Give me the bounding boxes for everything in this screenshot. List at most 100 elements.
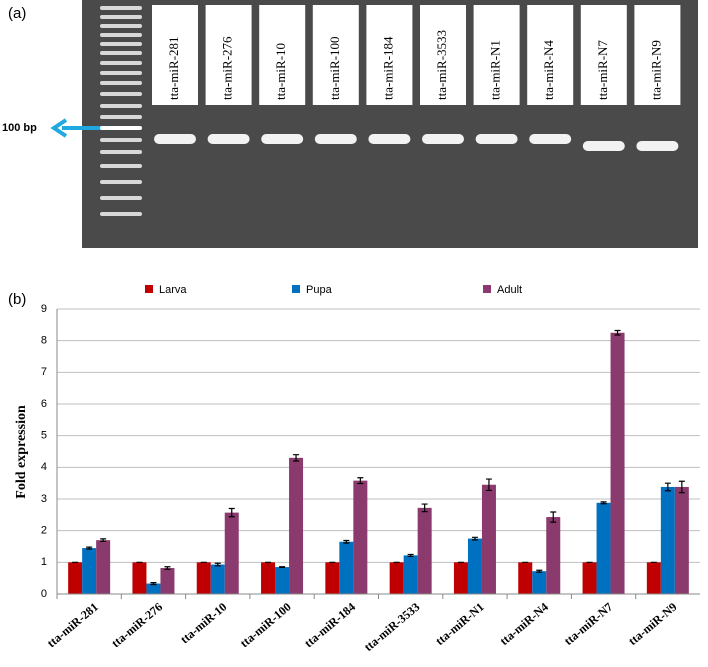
ladder-band (100, 15, 142, 19)
ladder-band (100, 61, 142, 65)
error-bar (150, 582, 157, 586)
error-bar (228, 507, 235, 518)
lane-label: tta-miR-N9 (648, 40, 663, 100)
x-tick-label: tta-miR-N4 (497, 600, 551, 648)
error-bar (600, 501, 607, 505)
legend-swatch (292, 285, 300, 293)
error-bar (100, 538, 107, 543)
bar (481, 484, 496, 594)
ladder-band (100, 164, 142, 168)
gel-band (475, 134, 518, 144)
x-tick-label: tta-miR-100 (237, 600, 293, 651)
ladder-band (100, 104, 142, 108)
ladder-band (100, 51, 142, 55)
lane-label-box (312, 5, 359, 105)
error-bar (407, 553, 414, 557)
legend-label: Larva (159, 284, 187, 296)
y-tick-label: 0 (41, 588, 47, 600)
lane-label: tta-miR-3533 (434, 30, 449, 100)
bar (518, 562, 533, 594)
ladder-band (100, 180, 142, 184)
lane-label-box (420, 5, 466, 105)
bar (261, 562, 276, 594)
error-bar (664, 482, 671, 492)
lane-label: tta-miR-N1 (488, 40, 503, 100)
lane-label-box (473, 5, 520, 105)
error-bar (536, 569, 543, 573)
x-tick-label: tta-miR-10 (178, 600, 230, 647)
ladder-band (100, 115, 142, 119)
error-bar (293, 454, 300, 462)
bar (403, 555, 418, 594)
legend-label: Pupa (306, 284, 333, 296)
bar (160, 568, 175, 594)
marker-label: 100 bp (2, 122, 37, 134)
x-tick-label: tta-miR-281 (44, 600, 100, 651)
legend-swatch (483, 285, 491, 293)
lane-label-box (259, 5, 306, 105)
bar (467, 538, 482, 594)
y-tick-label: 2 (41, 525, 47, 537)
bar (532, 571, 547, 594)
bar (96, 540, 111, 594)
bar (596, 502, 611, 594)
y-tick-label: 7 (41, 366, 47, 378)
bar (132, 562, 147, 594)
ladder-band (100, 81, 142, 85)
gel-band (207, 134, 250, 144)
bar (289, 457, 304, 594)
error-bar (343, 539, 350, 544)
gel-band (154, 134, 196, 144)
bar (224, 512, 239, 594)
x-tick-label: tta-miR-N1 (433, 600, 487, 648)
ladder-band (100, 24, 142, 28)
gel-band (261, 134, 304, 144)
bar (325, 562, 340, 594)
bar (674, 486, 689, 594)
x-tick-label: tta-miR-N7 (561, 600, 615, 648)
bar (417, 507, 432, 594)
y-tick-label: 5 (41, 430, 47, 442)
x-tick-label: tta-miR-276 (109, 600, 165, 651)
bar (210, 564, 225, 594)
lane-label: tta-miR-N7 (595, 40, 610, 100)
ladder-band (100, 92, 142, 96)
legend-label: Adult (497, 284, 522, 296)
y-tick-label: 6 (41, 398, 47, 410)
y-axis-label: Fold expression (14, 405, 29, 499)
error-bar (471, 536, 478, 541)
lane-label: tta-miR-100 (327, 36, 342, 100)
y-tick-label: 4 (41, 461, 47, 473)
error-bar (86, 546, 93, 550)
error-bar (279, 566, 286, 568)
bar (275, 567, 290, 594)
bar (389, 562, 404, 594)
bar (453, 562, 468, 594)
y-tick-label: 3 (41, 493, 47, 505)
lane-label: tta-miR-10 (273, 43, 288, 100)
error-bar (614, 329, 621, 336)
ladder-band (100, 71, 142, 75)
gel-band (368, 134, 411, 144)
bar (660, 486, 675, 594)
gel-band (314, 134, 357, 144)
legend-swatch (145, 285, 153, 293)
x-tick-label: tta-miR-N9 (626, 600, 680, 648)
bar (610, 332, 625, 594)
lane-label: tta-miR-184 (380, 36, 395, 100)
arrow-head (50, 118, 68, 138)
bar (353, 480, 368, 594)
bar (546, 517, 561, 594)
gel-band (636, 141, 679, 151)
gel-band (529, 134, 572, 144)
error-bar (357, 477, 364, 485)
ladder-band (100, 212, 142, 216)
lane-label-box (634, 5, 681, 105)
lane-label: tta-miR-281 (166, 36, 181, 100)
panel-label: (b) (8, 291, 26, 308)
error-bar (214, 562, 221, 567)
ladder-band (100, 6, 142, 10)
error-bar (550, 511, 557, 523)
bar (68, 562, 83, 594)
